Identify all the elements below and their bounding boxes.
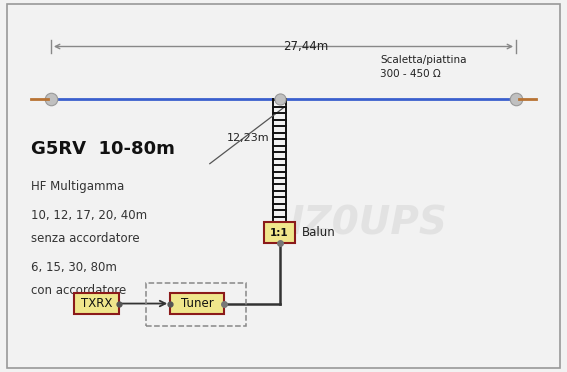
FancyBboxPatch shape: [74, 293, 119, 314]
Text: senza accordatore: senza accordatore: [31, 232, 140, 244]
Text: 27,44m: 27,44m: [284, 40, 329, 53]
Text: con accordatore: con accordatore: [31, 284, 126, 296]
Text: Tuner: Tuner: [181, 297, 213, 310]
FancyBboxPatch shape: [264, 222, 295, 243]
Text: Scaletta/piattina
300 - 450 Ω: Scaletta/piattina 300 - 450 Ω: [380, 55, 467, 79]
Text: 12,23m: 12,23m: [227, 133, 269, 142]
Text: 6, 15, 30, 80m: 6, 15, 30, 80m: [31, 262, 117, 274]
Text: HF Multigamma: HF Multigamma: [31, 180, 124, 192]
Text: Balun: Balun: [302, 226, 336, 239]
Text: G5RV  10-80m: G5RV 10-80m: [31, 140, 175, 158]
Text: 10, 12, 17, 20, 40m: 10, 12, 17, 20, 40m: [31, 209, 147, 222]
Text: TXRX: TXRX: [81, 297, 112, 310]
Text: 1:1: 1:1: [270, 228, 289, 237]
FancyBboxPatch shape: [170, 293, 224, 314]
Bar: [146, 283, 246, 326]
Text: IZ0UPS: IZ0UPS: [290, 204, 447, 242]
